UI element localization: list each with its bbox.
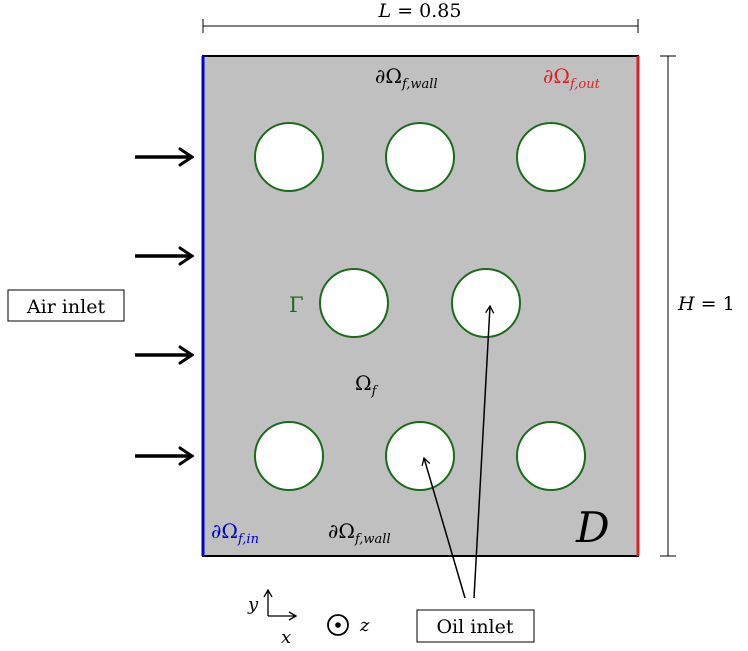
axis-x-label: x xyxy=(281,627,291,648)
width-label: L = 0.85 xyxy=(378,0,462,22)
top-wall-label: ∂Ωf,wall xyxy=(375,64,438,92)
oil-inlet-callout: Oil inlet xyxy=(416,609,535,643)
bottom-wall-label: ∂Ωf,wall xyxy=(328,519,391,547)
hole xyxy=(516,421,586,491)
design-domain-label: D xyxy=(575,503,610,552)
air-inlet-callout: Air inlet xyxy=(7,289,125,322)
oil-holes xyxy=(254,122,586,491)
width-dimension: L = 0.85 xyxy=(202,0,639,33)
hole xyxy=(451,268,521,338)
hole xyxy=(254,122,324,192)
axis-y-label: y xyxy=(247,594,259,615)
fluid-domain-label: Ωf xyxy=(355,371,379,399)
hole xyxy=(385,122,455,192)
axis-z-label: z xyxy=(359,615,370,636)
coordinate-axes: y x z xyxy=(247,588,370,648)
oil-inlet-pointers xyxy=(421,304,495,599)
hole xyxy=(516,122,586,192)
svg-text:Air inlet: Air inlet xyxy=(26,296,106,318)
circled-dot-icon xyxy=(327,614,349,636)
hole xyxy=(319,268,389,338)
svg-text:Oil inlet: Oil inlet xyxy=(436,616,513,638)
air-arrows xyxy=(135,157,192,456)
hole xyxy=(254,421,324,491)
outlet-label: ∂Ωf,out xyxy=(543,64,601,92)
height-label: H = 1 xyxy=(677,293,735,315)
inlet-label: ∂Ωf,in xyxy=(211,519,259,547)
interface-label: Γ xyxy=(289,293,304,317)
hole xyxy=(385,421,455,491)
height-dimension: H = 1 xyxy=(660,55,735,557)
